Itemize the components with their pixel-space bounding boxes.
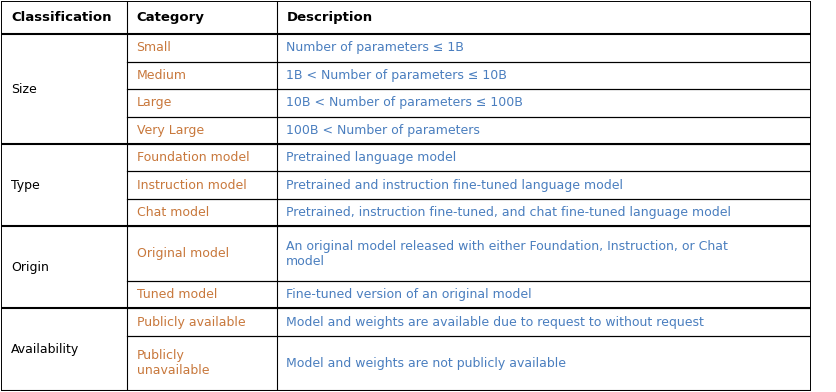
Text: Original model: Original model bbox=[136, 247, 228, 260]
Text: Pretrained and instruction fine-tuned language model: Pretrained and instruction fine-tuned la… bbox=[286, 178, 623, 192]
Text: Model and weights are not publicly available: Model and weights are not publicly avail… bbox=[286, 357, 566, 370]
Text: Type: Type bbox=[11, 178, 40, 192]
Text: Medium: Medium bbox=[136, 69, 186, 82]
Text: Description: Description bbox=[286, 11, 372, 24]
Text: Number of parameters ≤ 1B: Number of parameters ≤ 1B bbox=[286, 42, 464, 54]
Text: 1B < Number of parameters ≤ 10B: 1B < Number of parameters ≤ 10B bbox=[286, 69, 507, 82]
Text: Publicly
unavailable: Publicly unavailable bbox=[136, 349, 209, 377]
Text: Tuned model: Tuned model bbox=[136, 288, 217, 301]
Text: Availability: Availability bbox=[11, 343, 79, 356]
Text: 100B < Number of parameters: 100B < Number of parameters bbox=[286, 124, 480, 137]
Text: Classification: Classification bbox=[11, 11, 111, 24]
Text: Large: Large bbox=[136, 96, 171, 109]
Text: Category: Category bbox=[136, 11, 204, 24]
Text: Pretrained, instruction fine-tuned, and chat fine-tuned language model: Pretrained, instruction fine-tuned, and … bbox=[286, 206, 731, 219]
Text: Model and weights are available due to request to without request: Model and weights are available due to r… bbox=[286, 316, 703, 328]
Text: 10B < Number of parameters ≤ 100B: 10B < Number of parameters ≤ 100B bbox=[286, 96, 522, 109]
Text: Instruction model: Instruction model bbox=[136, 178, 246, 192]
Text: Foundation model: Foundation model bbox=[136, 151, 249, 164]
Text: Fine-tuned version of an original model: Fine-tuned version of an original model bbox=[286, 288, 532, 301]
Text: Very Large: Very Large bbox=[136, 124, 203, 137]
Text: Pretrained language model: Pretrained language model bbox=[286, 151, 456, 164]
Text: An original model released with either Foundation, Instruction, or Chat
model: An original model released with either F… bbox=[286, 240, 727, 268]
Text: Size: Size bbox=[11, 83, 37, 96]
Text: Small: Small bbox=[136, 42, 171, 54]
Text: Publicly available: Publicly available bbox=[136, 316, 245, 328]
Text: Chat model: Chat model bbox=[136, 206, 209, 219]
Text: Origin: Origin bbox=[11, 261, 49, 274]
